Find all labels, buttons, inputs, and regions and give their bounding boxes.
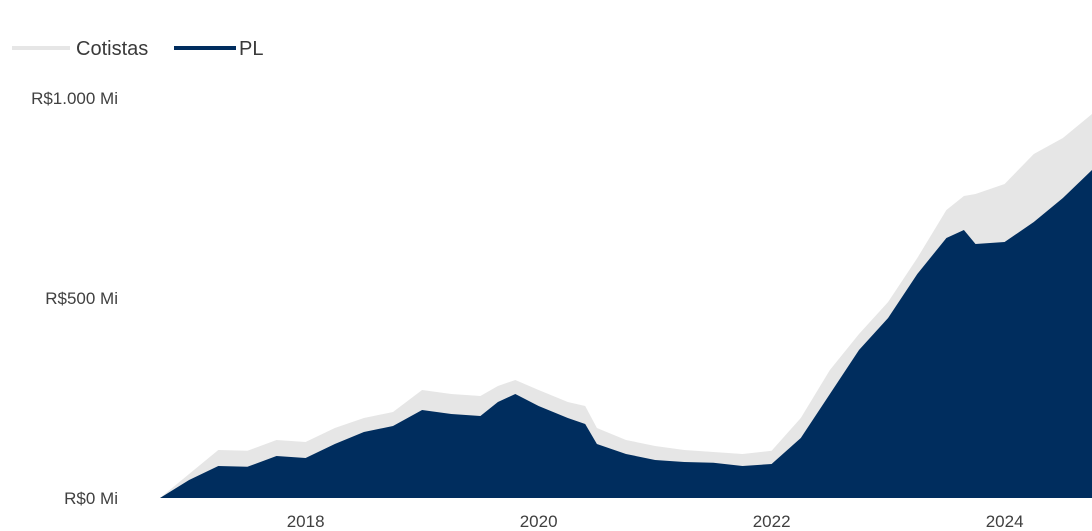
y-tick-label-0: R$0 Mi [64,489,118,508]
y-axis: R$0 Mi R$500 Mi R$1.000 Mi [31,89,118,508]
plot-area [160,114,1092,498]
legend-label-cotistas: Cotistas [76,38,148,60]
x-tick-label-2022: 2022 [753,512,791,531]
x-tick-label-2020: 2020 [520,512,558,531]
x-tick-label-2024: 2024 [986,512,1024,531]
legend-label-pl: PL [239,38,263,60]
series-area-pl [160,170,1092,498]
x-axis: 2018 2020 2022 2024 [287,512,1024,531]
y-tick-label-1000: R$1.000 Mi [31,89,118,108]
x-tick-label-2018: 2018 [287,512,325,531]
y-tick-label-500: R$500 Mi [45,289,118,308]
legend: Cotistas PL [12,38,263,60]
